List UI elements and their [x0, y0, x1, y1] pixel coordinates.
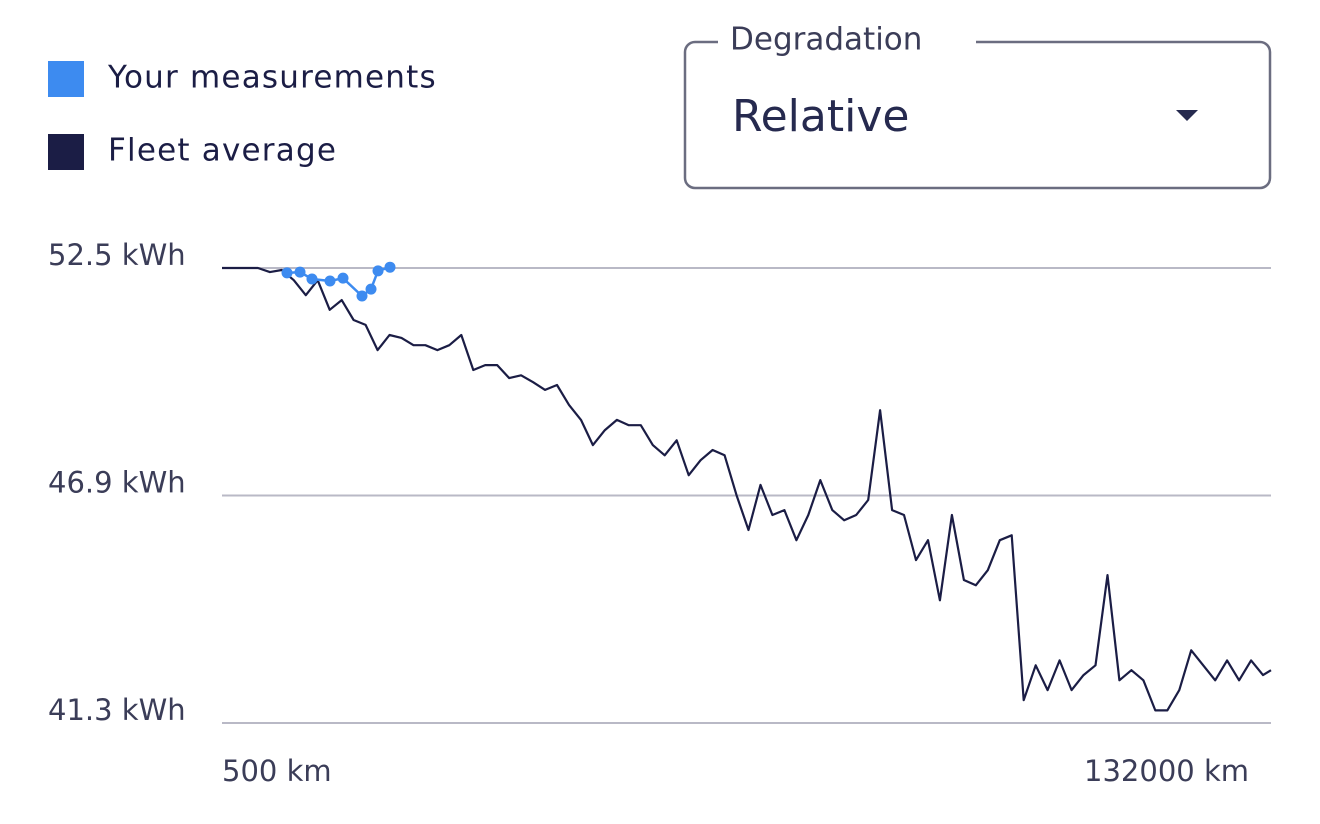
data-point — [281, 267, 293, 279]
legend-swatch — [48, 61, 84, 97]
label-gap — [718, 36, 976, 48]
data-point — [356, 290, 368, 302]
data-point — [294, 266, 306, 278]
y-tick-label: 46.9 kWh — [48, 466, 186, 500]
dropdown-arrow[interactable] — [1176, 110, 1198, 121]
dropdown-label: Degradation — [730, 22, 922, 58]
dropdown-value[interactable]: Relative — [732, 91, 909, 142]
legend-swatch — [48, 134, 84, 170]
x-tick-label: 500 km — [222, 754, 332, 788]
data-point — [384, 261, 396, 273]
dropdown-box[interactable] — [683, 40, 1272, 190]
legend-label: Fleet average — [108, 133, 337, 169]
data-point — [372, 265, 384, 277]
y-tick-label: 41.3 kWh — [48, 693, 186, 727]
dropdown[interactable]: Degradation Relative — [683, 22, 1272, 190]
data-point — [324, 275, 336, 287]
legend-label: Your measurements — [107, 60, 437, 96]
data-point — [306, 273, 318, 285]
y-tick-label: 52.5 kWh — [48, 238, 186, 272]
x-tick-label: 132000 km — [1084, 754, 1249, 788]
series-line — [222, 266, 1272, 712]
data-point — [365, 283, 377, 295]
data-point — [337, 272, 349, 284]
